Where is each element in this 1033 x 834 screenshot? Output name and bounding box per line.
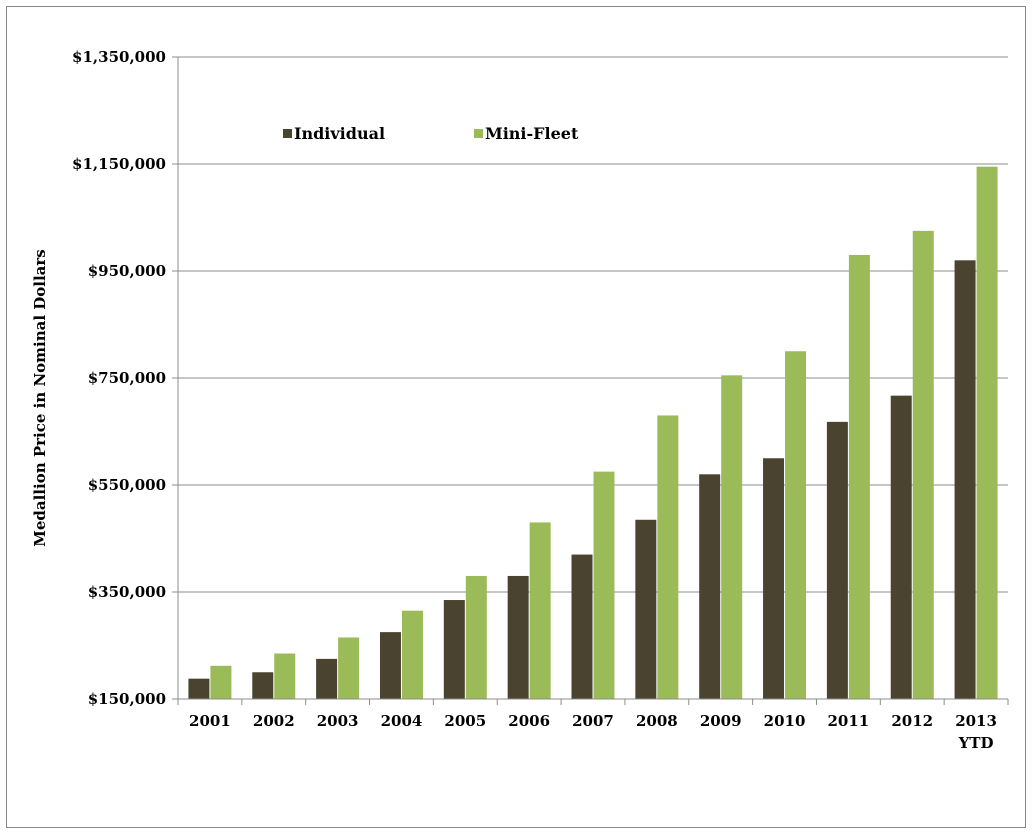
bar-individual-2009 [699,474,721,699]
bar-individual-2013-ytd [954,260,976,699]
bar-mini-fleet-2009 [721,375,743,699]
x-tick-labels: 2001 2002 2003 2004 2005 2006 2007 2008 2009 2010… [189,712,997,752]
y-tick-label: $550,000 [88,476,166,494]
bar-individual-2001 [188,678,210,699]
bar-mini-fleet-2005 [465,575,487,699]
legend-label: Mini-Fleet [485,124,579,143]
bar-individual-2005 [443,600,465,699]
y-tick-label: $150,000 [88,690,166,708]
bar-individual-2006 [507,575,529,699]
y-axis-title: Medallion Price in Nominal Dollars [31,249,49,547]
bar-chart: $150,000 $350,000 $550,000 $750,000 $950,000… [31,48,1009,752]
y-tick-labels: $150,000 $350,000 $550,000 $750,000 $950,000… [72,48,166,708]
legend-swatch [474,129,483,138]
bar-individual-2012 [890,395,912,699]
bar-individual-2011 [826,421,848,699]
bars [188,166,998,700]
x-tick-label: 2008 [636,712,678,730]
bar-individual-2003 [316,658,338,699]
bar-mini-fleet-2001 [210,665,232,699]
bar-individual-2004 [379,632,401,699]
legend: Individual Mini-Fleet [283,124,579,143]
bar-mini-fleet-2004 [401,610,423,699]
x-tick-label: 2013 [955,712,997,730]
bar-mini-fleet-2007 [593,471,615,699]
x-tick-label: 2003 [317,712,359,730]
bar-mini-fleet-2002 [274,653,296,699]
x-tick-label: 2006 [508,712,550,730]
y-tick-label: $750,000 [88,369,166,387]
x-tick-label: 2002 [253,712,295,730]
bar-mini-fleet-2006 [529,522,551,699]
bar-mini-fleet-2003 [338,637,360,699]
y-tick-label: $1,150,000 [72,155,166,173]
y-tick-label: $950,000 [88,262,166,280]
x-tick-label: 2005 [444,712,486,730]
bar-mini-fleet-2010 [785,351,807,699]
x-tick-label: 2010 [764,712,806,730]
bar-mini-fleet-2011 [848,254,870,699]
bar-individual-2010 [763,458,785,699]
x-tick-label: 2004 [381,712,423,730]
bar-individual-2002 [252,672,274,699]
bar-mini-fleet-2013-ytd [976,166,998,700]
axes [172,56,1009,705]
y-tick-label: $1,350,000 [72,48,166,66]
chart-frame: $150,000 $350,000 $550,000 $750,000 $950,000… [6,6,1026,828]
bar-individual-2007 [571,554,593,699]
y-tick-label: $350,000 [88,583,166,601]
x-tick-label: 2001 [189,712,231,730]
x-tick-label: 2011 [828,712,870,730]
legend-label: Individual [294,124,385,143]
bar-mini-fleet-2008 [657,415,679,699]
bar-mini-fleet-2012 [912,230,934,699]
x-tick-label: 2012 [891,712,933,730]
x-tick-label: YTD [958,734,994,752]
x-tick-label: 2007 [572,712,614,730]
legend-swatch [283,129,292,138]
x-tick-label: 2009 [700,712,742,730]
bar-individual-2008 [635,519,657,699]
